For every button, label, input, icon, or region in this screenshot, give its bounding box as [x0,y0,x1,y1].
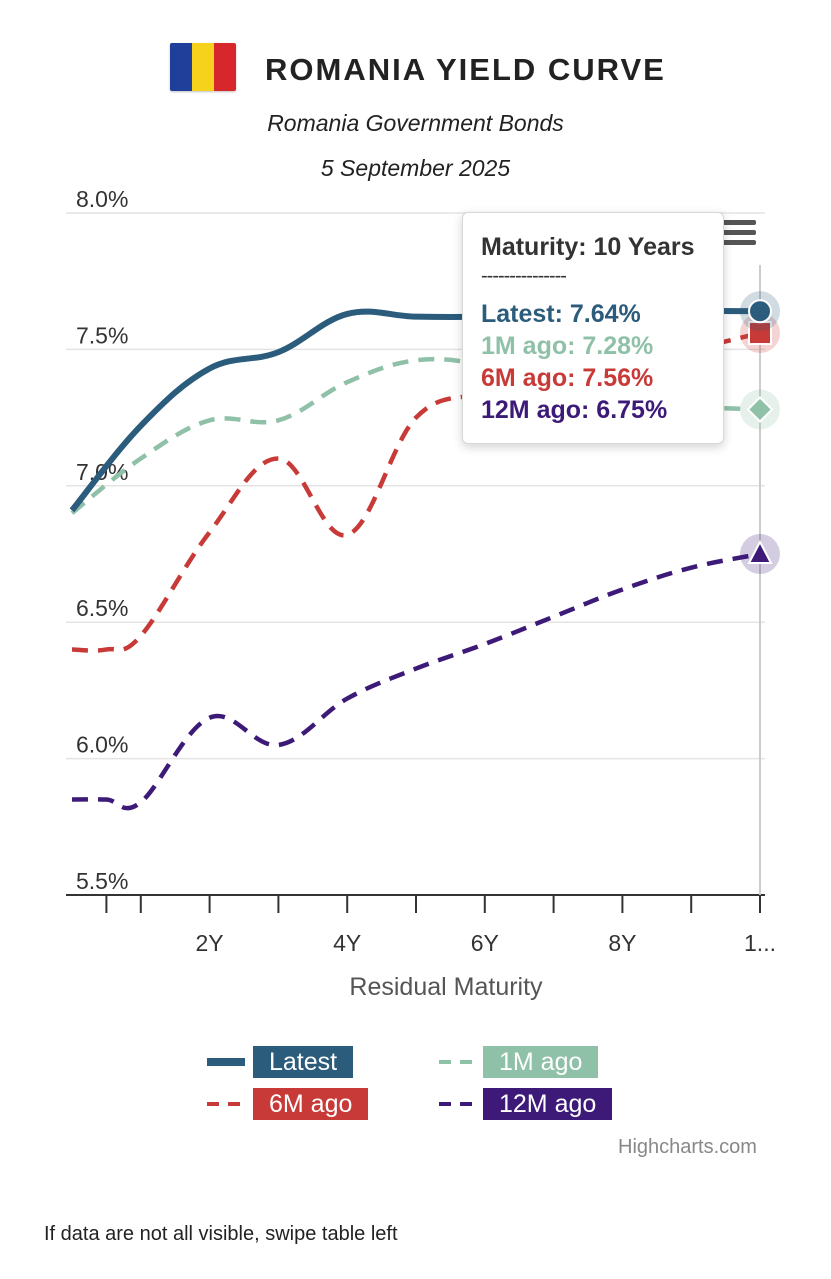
marker-latest[interactable] [748,299,772,324]
series-line-12m-ago [71,551,761,811]
y-tick-label: 6.0% [76,732,128,758]
chart-title: ROMANIA YIELD CURVE [265,52,666,87]
tooltip-separator: --------------- [481,265,567,287]
series-markers [740,291,780,574]
legend-symbol-1m-ago [439,1060,477,1064]
x-axis: 2Y 4Y 6Y 8Y 1... [66,894,776,956]
legend-symbol-latest [207,1058,245,1066]
legend-symbol-12m-ago [439,1102,477,1106]
chart-menu-icon[interactable] [722,220,756,250]
legend-label-1m-ago: 1M ago [483,1046,599,1078]
tooltip-latest: Latest: 7.64% [481,300,641,328]
romania-flag-icon [170,43,236,91]
x-tick-label: 2Y [196,930,224,956]
x-tick-label: 4Y [333,930,361,956]
y-tick-label: 5.5% [76,868,128,894]
y-tick-label: 8.0% [76,186,128,212]
chart-date: 5 September 2025 [320,155,511,181]
legend-label-12m-ago: 12M ago [483,1088,613,1120]
flag-stripe-red [214,43,236,91]
yield-curve-chart: 5.5%6.0%6.5%7.0%7.5%8.0% 2Y 4Y 6Y 8Y 1... Re… [66,186,780,1001]
x-tick-label: 6Y [471,930,499,956]
y-tick-label: 6.5% [76,595,128,621]
marker-12m-ago[interactable] [747,539,773,564]
marker-1m-ago[interactable] [746,396,774,423]
highcharts-credit-link[interactable]: Highcharts.com [618,1136,757,1158]
tooltip-6m-ago: 6M ago: 7.56% [481,364,654,392]
tooltip-title: Maturity: 10 Years [481,233,695,261]
y-axis-labels: 5.5%6.0%6.5%7.0%7.5%8.0% [76,186,128,894]
legend-label-latest: Latest [253,1046,354,1078]
y-tick-label: 7.5% [76,322,128,348]
x-tick-label: 8Y [608,930,636,956]
tooltip-12m-ago: 12M ago: 6.75% [481,396,668,424]
chart-header: ROMANIA YIELD CURVE Romania Government B… [0,0,831,200]
legend-symbol-6m-ago [207,1102,245,1106]
series-line-1m-ago [70,356,761,515]
flag-stripe-blue [170,43,192,91]
x-axis-title: Residual Maturity [349,973,543,1001]
tooltip-1m-ago: 1M ago: 7.28% [481,332,654,360]
legend-label-6m-ago: 6M ago [253,1088,369,1120]
swipe-note: If data are not all visible, swipe table… [44,1223,398,1245]
x-tick-label: 1... [744,930,776,956]
flag-stripe-yellow [192,43,214,91]
chart-tooltip: Maturity: 10 Years --------------- Lates… [462,212,724,444]
chart-subtitle: Romania Government Bonds [267,110,564,136]
